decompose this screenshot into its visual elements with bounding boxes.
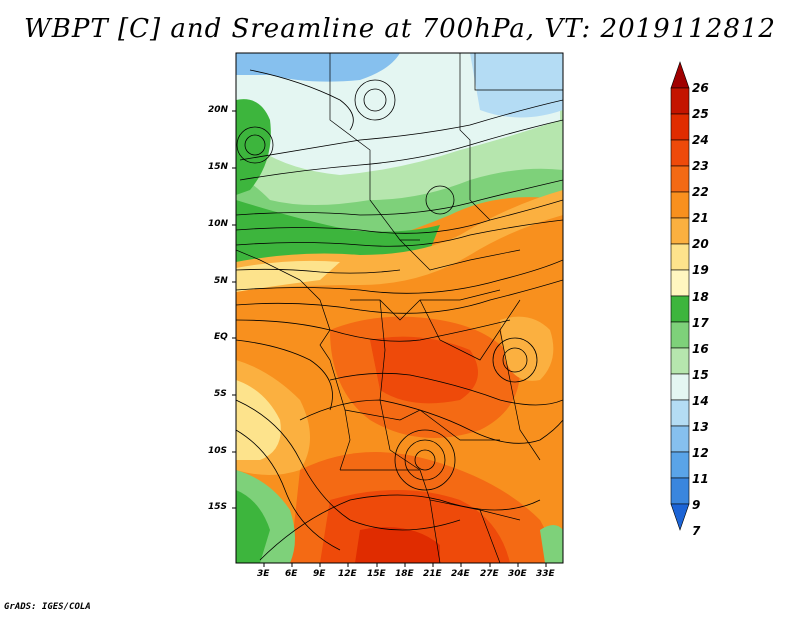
lat-label-5n: 5N: [214, 276, 228, 286]
colorbar-swatch: [670, 165, 690, 193]
lon-label-12e: 12E: [338, 569, 357, 579]
colorbar-label-18: 18: [692, 290, 709, 304]
lon-label-24e: 24E: [451, 569, 470, 579]
lat-label-15n: 15N: [208, 162, 229, 172]
lon-label-6e: 6E: [285, 569, 298, 579]
colorbar-swatch: [670, 425, 690, 453]
lon-label-18e: 18E: [395, 569, 414, 579]
lon-label-21e: 21E: [423, 569, 442, 579]
lon-label-15e: 15E: [367, 569, 386, 579]
colorbar-bottom-triangle: [670, 503, 690, 531]
colorbar-label-19: 19: [692, 263, 709, 277]
colorbar-swatch: [670, 399, 690, 427]
colorbar-swatch: [670, 269, 690, 297]
colorbar-label-24: 24: [692, 133, 709, 147]
lon-label-33e: 33E: [536, 569, 555, 579]
colorbar-label-13: 13: [692, 420, 709, 434]
colorbar-top-triangle: [670, 61, 690, 89]
streamlines: [236, 69, 563, 561]
colorbar-label-12: 12: [692, 446, 709, 460]
lat-ticks: [232, 110, 236, 509]
lat-label-10s: 10S: [208, 446, 228, 456]
lon-label-27e: 27E: [480, 569, 499, 579]
colorbar-label-9: 9: [692, 498, 701, 512]
colorbar-label-11: 11: [692, 472, 709, 486]
colorbar-swatch: [670, 321, 690, 349]
colorbar-swatch: [670, 347, 690, 375]
colorbar: [670, 61, 690, 531]
lat-label-eq: EQ: [214, 332, 228, 342]
colorbar-label-17: 17: [692, 316, 709, 330]
colorbar-swatch: [670, 139, 690, 167]
colorbar-label-26: 26: [692, 81, 709, 95]
lat-label-20n: 20N: [208, 105, 229, 115]
colorbar-swatch: [670, 373, 690, 401]
colorbar-label-25: 25: [692, 107, 709, 121]
colorbar-swatch: [670, 113, 690, 141]
lat-label-15s: 15S: [208, 502, 228, 512]
lon-label-30e: 30E: [508, 569, 527, 579]
colorbar-swatch: [670, 477, 690, 505]
wbpt-field: [236, 53, 563, 563]
map-title: WBPT [C] and Sreamline at 700hPa, VT: 20…: [24, 14, 776, 44]
colorbar-swatch: [670, 217, 690, 245]
lon-label-9e: 9E: [313, 569, 326, 579]
colorbar-label-23: 23: [692, 159, 709, 173]
colorbar-label-7: 7: [692, 524, 701, 538]
colorbar-swatch: [670, 191, 690, 219]
lat-label-10n: 10N: [208, 219, 229, 229]
grads-credit: GrADS: IGES/COLA: [4, 602, 91, 612]
colorbar-swatch: [670, 243, 690, 271]
colorbar-label-20: 20: [692, 237, 709, 251]
colorbar-swatch: [670, 87, 690, 115]
colorbar-label-14: 14: [692, 394, 709, 408]
lon-label-3e: 3E: [257, 569, 270, 579]
colorbar-label-16: 16: [692, 342, 709, 356]
lat-label-5s: 5S: [214, 389, 227, 399]
colorbar-label-15: 15: [692, 368, 709, 382]
colorbar-swatch: [670, 295, 690, 323]
country-borders: [236, 53, 563, 563]
colorbar-label-22: 22: [692, 185, 709, 199]
colorbar-swatch: [670, 451, 690, 479]
lon-ticks: [263, 563, 547, 567]
colorbar-label-21: 21: [692, 211, 709, 225]
